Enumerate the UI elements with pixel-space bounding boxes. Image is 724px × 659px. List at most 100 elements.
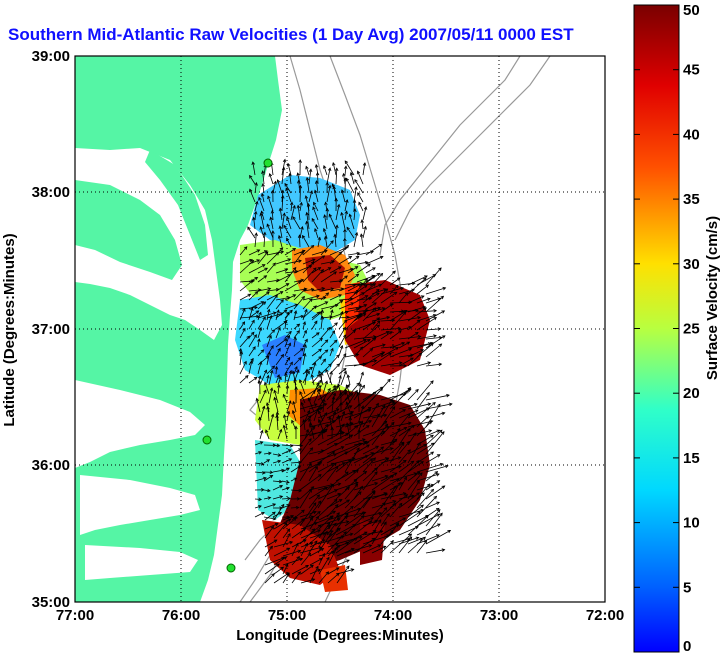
- velocity-vector-head: [333, 388, 338, 392]
- velocity-vector-head: [354, 425, 359, 429]
- velocity-vector-head: [290, 515, 295, 519]
- velocity-vector: [344, 339, 367, 349]
- velocity-vector: [302, 295, 320, 301]
- velocity-vector: [335, 459, 352, 473]
- velocity-vector: [308, 203, 310, 221]
- velocity-vector-head: [333, 271, 337, 275]
- velocity-vector: [270, 217, 274, 230]
- velocity-vector: [338, 268, 354, 274]
- velocity-vector: [257, 375, 261, 384]
- velocity-vector-head: [402, 517, 407, 521]
- velocity-vector-head: [297, 280, 302, 285]
- velocity-vector: [347, 273, 359, 283]
- velocity-vector: [317, 431, 344, 446]
- velocity-vector-head: [357, 192, 361, 196]
- velocity-vector: [407, 407, 430, 419]
- velocity-vector-head: [277, 453, 282, 457]
- velocity-vector-head: [370, 452, 375, 456]
- velocity-vector-head: [286, 410, 291, 415]
- velocity-vector: [356, 263, 371, 274]
- velocity-vector-head: [331, 395, 336, 400]
- velocity-vector-head: [287, 449, 292, 453]
- velocity-vector-head: [260, 349, 265, 353]
- velocity-vector: [263, 459, 270, 464]
- velocity-vector-head: [294, 386, 298, 390]
- velocity-vector: [371, 344, 386, 349]
- velocity-vector: [265, 429, 270, 440]
- velocity-vector: [425, 343, 442, 358]
- velocity-vector: [308, 487, 328, 500]
- velocity-vector-head: [304, 338, 308, 343]
- velocity-vector: [317, 462, 337, 482]
- velocity-vector: [344, 363, 366, 367]
- velocity-vector-head: [367, 408, 372, 413]
- velocity-vector-head: [272, 516, 277, 521]
- velocity-vector: [329, 288, 344, 292]
- velocity-vector-head: [319, 371, 324, 376]
- velocity-vector: [416, 380, 434, 401]
- velocity-vector-head: [416, 459, 420, 464]
- velocity-vector: [338, 298, 353, 301]
- velocity-vector-head: [436, 429, 441, 433]
- velocity-vector: [389, 533, 412, 554]
- velocity-vector-head: [420, 461, 424, 465]
- velocity-vector: [284, 267, 297, 283]
- velocity-vector: [320, 349, 328, 357]
- velocity-vector-head: [438, 362, 443, 367]
- velocity-vector: [371, 507, 387, 527]
- velocity-vector-head: [289, 309, 293, 314]
- velocity-vector-head: [383, 420, 388, 425]
- velocity-vector: [326, 446, 344, 455]
- velocity-vector-head: [342, 172, 346, 177]
- velocity-vector-head: [296, 330, 300, 334]
- velocity-vector: [329, 330, 335, 339]
- velocity-vector: [286, 400, 291, 413]
- velocity-vector-head: [408, 536, 413, 541]
- velocity-vector: [362, 491, 376, 509]
- velocity-vector: [425, 429, 440, 437]
- velocity-vector: [365, 302, 377, 310]
- velocity-vector-head: [276, 563, 280, 567]
- velocity-vector-head: [263, 369, 268, 374]
- velocity-vector: [425, 296, 444, 313]
- velocity-vector: [416, 317, 437, 331]
- velocity-vector: [416, 483, 431, 500]
- velocity-vector: [293, 357, 302, 366]
- velocity-vector: [318, 419, 324, 431]
- velocity-vector: [362, 307, 381, 313]
- velocity-vector-head: [318, 524, 322, 528]
- velocity-vector-head: [258, 505, 262, 509]
- y-tick-label: 35:00: [32, 594, 70, 611]
- velocity-vector-head: [338, 251, 343, 255]
- velocity-vector: [239, 280, 253, 292]
- velocity-vector-head: [301, 518, 306, 522]
- velocity-vector-head: [293, 377, 297, 382]
- velocity-vector-head: [306, 409, 311, 414]
- velocity-vector-head: [402, 492, 407, 496]
- velocity-vector-head: [385, 457, 390, 462]
- velocity-vector-head: [286, 504, 291, 508]
- velocity-vector: [362, 289, 380, 304]
- velocity-vector-head: [393, 472, 398, 476]
- velocity-vector: [398, 292, 409, 304]
- velocity-vector-head: [375, 402, 379, 407]
- velocity-vector-head: [339, 300, 344, 304]
- velocity-vector-head: [375, 288, 380, 293]
- velocity-vector: [338, 311, 344, 321]
- velocity-vector-head: [287, 342, 292, 347]
- velocity-vector: [311, 311, 323, 321]
- velocity-vector-head: [250, 259, 255, 264]
- velocity-vector: [338, 319, 347, 330]
- figure-title: Southern Mid-Atlantic Raw Velocities (1 …: [8, 25, 574, 44]
- velocity-vector-head: [318, 370, 322, 374]
- hf-radar-stations: [202, 158, 273, 573]
- velocity-vector: [317, 499, 338, 518]
- velocity-vector-head: [289, 201, 294, 206]
- velocity-vector-head: [345, 401, 349, 406]
- velocity-vector: [344, 160, 355, 176]
- velocity-vector-head: [293, 310, 298, 314]
- velocity-vector: [338, 327, 346, 339]
- velocity-vector: [299, 474, 322, 491]
- velocity-vector-head: [297, 465, 302, 469]
- velocity-vector: [311, 362, 316, 375]
